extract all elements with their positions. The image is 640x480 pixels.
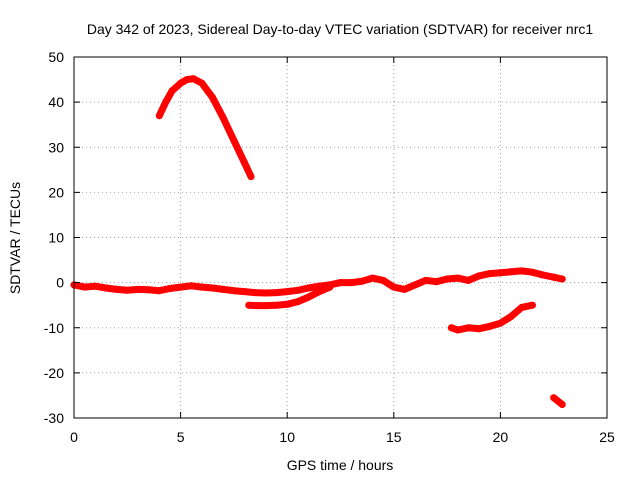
- data-point-main-trace: [305, 284, 312, 292]
- data-point-main-trace: [145, 286, 153, 294]
- data-point-main-trace: [337, 279, 344, 287]
- plot-series: [70, 75, 566, 408]
- data-point-negative-segment: [528, 301, 536, 309]
- data-point-main-trace: [347, 279, 355, 287]
- data-point-main-trace: [464, 276, 472, 284]
- y-tick-label: 10: [48, 230, 64, 246]
- data-point-negative-segment: [486, 322, 494, 330]
- data-point-low-segment: [294, 298, 302, 306]
- data-point-arc-segment: [230, 137, 238, 144]
- data-point-arc-segment: [219, 114, 227, 122]
- y-tick-label: 20: [48, 184, 64, 200]
- data-point-main-trace: [379, 276, 387, 284]
- data-point-main-trace: [81, 283, 89, 291]
- data-point-main-trace: [432, 278, 440, 286]
- y-axis-label: SDTVAR / TECUs: [7, 182, 23, 294]
- data-point-main-trace: [187, 282, 195, 290]
- y-tick-label: -10: [44, 320, 64, 336]
- x-tick-label: 0: [70, 429, 78, 445]
- data-point-arc-segment: [168, 87, 176, 95]
- data-point-main-trace: [294, 286, 302, 294]
- x-tick-label: 10: [279, 429, 295, 445]
- data-point-main-trace: [102, 284, 110, 292]
- data-point-main-trace: [486, 270, 494, 278]
- data-point-main-trace: [539, 271, 547, 279]
- data-point-negative-segment: [496, 319, 504, 327]
- data-point-negative-segment: [518, 303, 526, 311]
- data-point-main-trace: [251, 289, 259, 297]
- data-point-main-trace: [113, 285, 121, 293]
- data-point-low-segment: [245, 301, 253, 309]
- data-point-main-trace: [422, 276, 430, 284]
- data-point-main-trace: [241, 288, 249, 296]
- data-point-main-trace: [550, 273, 558, 281]
- data-point-main-trace: [209, 284, 217, 292]
- y-tick-label: -20: [44, 365, 64, 381]
- data-point-arc-segment: [162, 98, 170, 106]
- data-point-low-segment: [315, 288, 323, 296]
- data-point-main-trace: [283, 288, 291, 296]
- data-point-main-trace: [134, 285, 142, 293]
- data-point-main-trace: [558, 275, 566, 283]
- data-point-main-trace: [219, 285, 227, 293]
- data-point-main-trace: [390, 283, 398, 291]
- grid: [74, 57, 607, 418]
- data-point-main-trace: [358, 277, 366, 285]
- data-point-main-trace: [155, 287, 163, 295]
- data-point-main-trace: [166, 285, 174, 292]
- x-tick-label: 5: [177, 429, 185, 445]
- data-point-main-trace: [273, 289, 280, 297]
- data-point-low-segment: [253, 302, 261, 310]
- y-tick-label: -30: [44, 410, 64, 426]
- data-point-negative-segment: [475, 325, 483, 333]
- chart-title: Day 342 of 2023, Sidereal Day-to-day VTE…: [87, 21, 593, 37]
- data-point-main-trace: [475, 272, 483, 280]
- data-point-main-trace: [262, 289, 270, 297]
- y-tick-label: 30: [48, 139, 64, 155]
- data-point-main-trace: [123, 286, 131, 294]
- data-point-arc-segment: [189, 75, 197, 83]
- data-point-main-trace: [401, 285, 408, 293]
- data-point-low-segment: [326, 283, 334, 291]
- data-point-negative-segment: [507, 313, 515, 320]
- data-point-low-segment: [305, 293, 312, 301]
- x-axis-label: GPS time / hours: [287, 457, 394, 473]
- data-point-main-trace: [496, 269, 504, 277]
- data-point-tail-segment: [558, 401, 566, 408]
- data-point-main-trace: [454, 274, 462, 282]
- data-point-tail-segment: [550, 394, 558, 402]
- y-tick-label: 0: [56, 275, 64, 291]
- data-point-main-trace: [528, 268, 536, 276]
- data-point-low-segment: [262, 302, 270, 310]
- data-point-low-segment: [273, 301, 280, 309]
- data-point-arc-segment: [247, 173, 255, 181]
- x-tick-label: 20: [493, 429, 509, 445]
- data-point-main-trace: [91, 282, 99, 290]
- data-point-arc-segment: [183, 76, 191, 84]
- axis-ticks: 0 5 10 15 20 25 -30 -20 -10 0 10 20 30 40 50: [44, 49, 615, 445]
- data-point-arc-segment: [198, 79, 206, 87]
- data-point-arc-segment: [209, 94, 217, 102]
- data-point-main-trace: [518, 267, 526, 275]
- x-tick-label: 25: [599, 429, 615, 445]
- data-point-negative-segment: [454, 326, 462, 334]
- data-point-main-trace: [230, 287, 238, 295]
- data-point-low-segment: [283, 300, 291, 308]
- data-point-main-trace: [443, 275, 451, 283]
- data-point-arc-segment: [155, 112, 163, 120]
- data-point-main-trace: [198, 283, 206, 291]
- data-point-main-trace: [177, 283, 185, 291]
- data-point-negative-segment: [464, 324, 472, 332]
- y-tick-label: 50: [48, 49, 64, 65]
- data-point-negative-segment: [447, 324, 455, 332]
- data-point-main-trace: [369, 274, 376, 282]
- y-tick-label: 40: [48, 94, 64, 110]
- data-point-main-trace: [507, 268, 515, 276]
- data-point-arc-segment: [177, 79, 185, 87]
- data-point-main-trace: [411, 281, 419, 289]
- x-tick-label: 15: [386, 429, 402, 445]
- data-point-arc-segment: [241, 159, 249, 167]
